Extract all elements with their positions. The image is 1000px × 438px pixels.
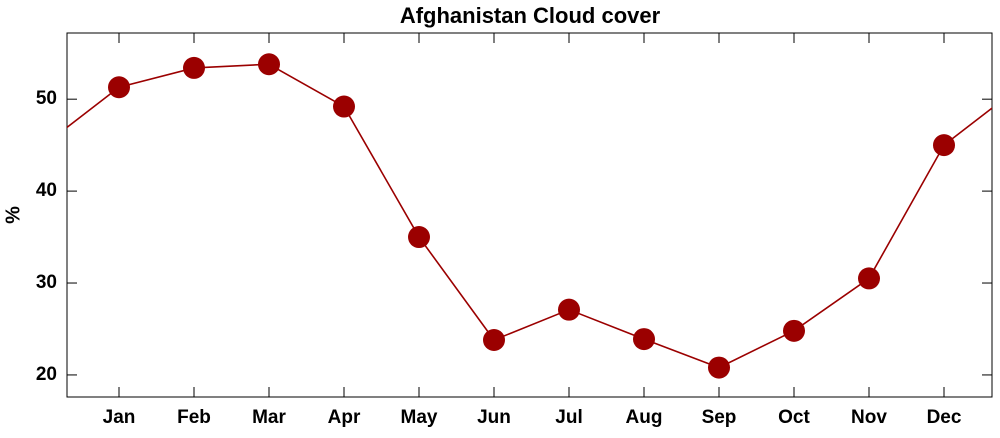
- x-tick-label: Oct: [778, 407, 810, 428]
- y-tick-label: 50: [36, 88, 57, 109]
- y-axis-label: %: [2, 206, 24, 224]
- y-tick-label: 40: [36, 180, 57, 201]
- plot-frame: [66, 32, 993, 398]
- marker: [108, 76, 130, 99]
- y-tick-label: 30: [36, 272, 57, 293]
- x-tick-label: Sep: [702, 407, 737, 428]
- x-tick-label: Nov: [851, 407, 887, 428]
- x-tick-label: Dec: [927, 407, 962, 428]
- chart-title: Afghanistan Cloud cover: [400, 3, 661, 28]
- marker: [558, 298, 580, 321]
- x-tick-label: Feb: [177, 407, 211, 428]
- marker: [783, 319, 805, 342]
- y-tick-label: 20: [36, 364, 57, 385]
- x-tick-label: Jun: [477, 407, 511, 428]
- marker: [933, 134, 955, 157]
- x-tick-label: Aug: [626, 407, 663, 428]
- marker: [633, 328, 655, 351]
- marker: [483, 329, 505, 352]
- marker: [258, 53, 280, 76]
- x-tick-label: Jan: [103, 407, 136, 428]
- marker: [708, 356, 730, 379]
- x-tick-label: Apr: [328, 407, 361, 428]
- series-line: [118, 63, 945, 369]
- marker: [408, 226, 430, 249]
- marker: [183, 56, 205, 79]
- x-tick-label: Jul: [555, 407, 582, 428]
- x-tick-label: May: [401, 407, 438, 428]
- marker: [858, 267, 880, 290]
- wrap-line: [67, 86, 992, 146]
- marker: [333, 95, 355, 118]
- x-tick-label: Mar: [252, 407, 286, 428]
